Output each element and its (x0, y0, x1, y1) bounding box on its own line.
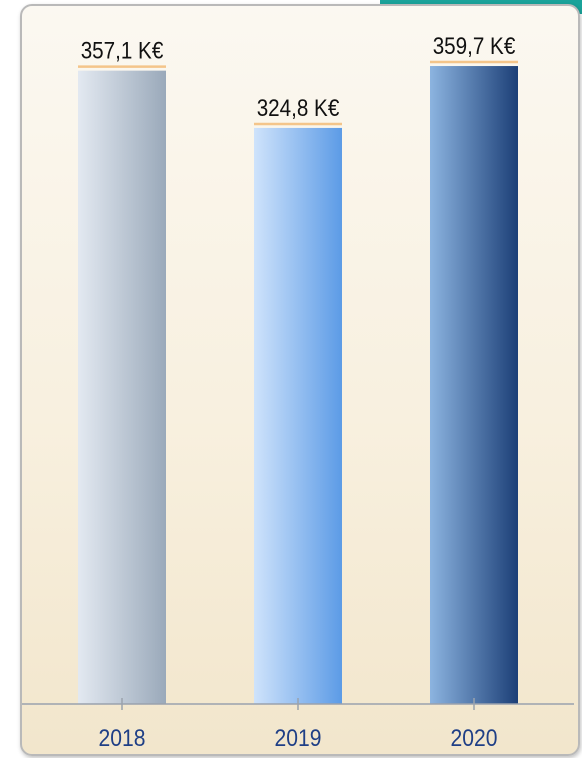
x-tick-label-2019: 2019 (275, 725, 322, 752)
bar-2019 (254, 127, 342, 704)
value-label-2020: 359,7 K€ (433, 33, 516, 60)
bar-2018 (78, 70, 166, 704)
labels-layer: 357,1 K€ 324,8 K€ 359,7 K€ (78, 33, 518, 126)
axis-layer: 2018 2019 2020 (22, 698, 574, 751)
value-label-2019: 324,8 K€ (257, 94, 340, 121)
value-label-2018: 357,1 K€ (81, 37, 164, 64)
bar-2020 (430, 66, 518, 705)
x-tick-label-2018: 2018 (99, 725, 146, 752)
x-tick-label-2020: 2020 (451, 725, 498, 752)
bars-layer (78, 66, 518, 705)
